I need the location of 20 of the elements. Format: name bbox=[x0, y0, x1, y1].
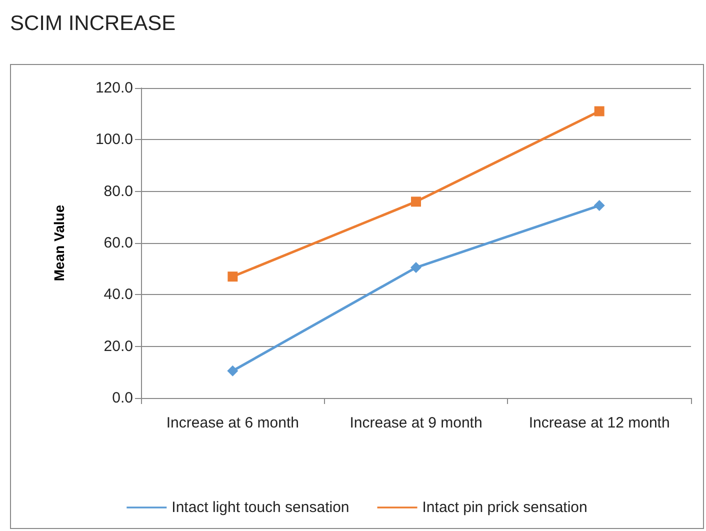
y-tick-label: 20.0 bbox=[104, 338, 133, 355]
y-tick-label: 100.0 bbox=[95, 131, 133, 148]
x-tick-label: Increase at 6 month bbox=[166, 414, 299, 432]
point bbox=[594, 106, 604, 116]
point bbox=[228, 272, 238, 282]
x-tick-label: Increase at 9 month bbox=[350, 414, 482, 432]
y-tick-label: 0.0 bbox=[112, 390, 133, 406]
point bbox=[410, 262, 422, 274]
point bbox=[227, 365, 238, 376]
y-axis-title: Mean Value bbox=[51, 204, 67, 282]
legend-label: Intact light touch sensation bbox=[172, 499, 350, 516]
y-tick-label: 80.0 bbox=[104, 182, 133, 200]
point bbox=[594, 200, 605, 212]
y-tick-label: 40.0 bbox=[104, 286, 133, 304]
point bbox=[411, 196, 421, 207]
chart-title: SCIM INCREASE bbox=[10, 12, 176, 36]
x-tick-label: Increase at 12 month bbox=[528, 414, 670, 432]
y-tick-label: 60.0 bbox=[104, 234, 133, 252]
legend-label: Intact pin prick sensation bbox=[422, 499, 588, 516]
y-tick-label: 120.0 bbox=[95, 80, 133, 96]
